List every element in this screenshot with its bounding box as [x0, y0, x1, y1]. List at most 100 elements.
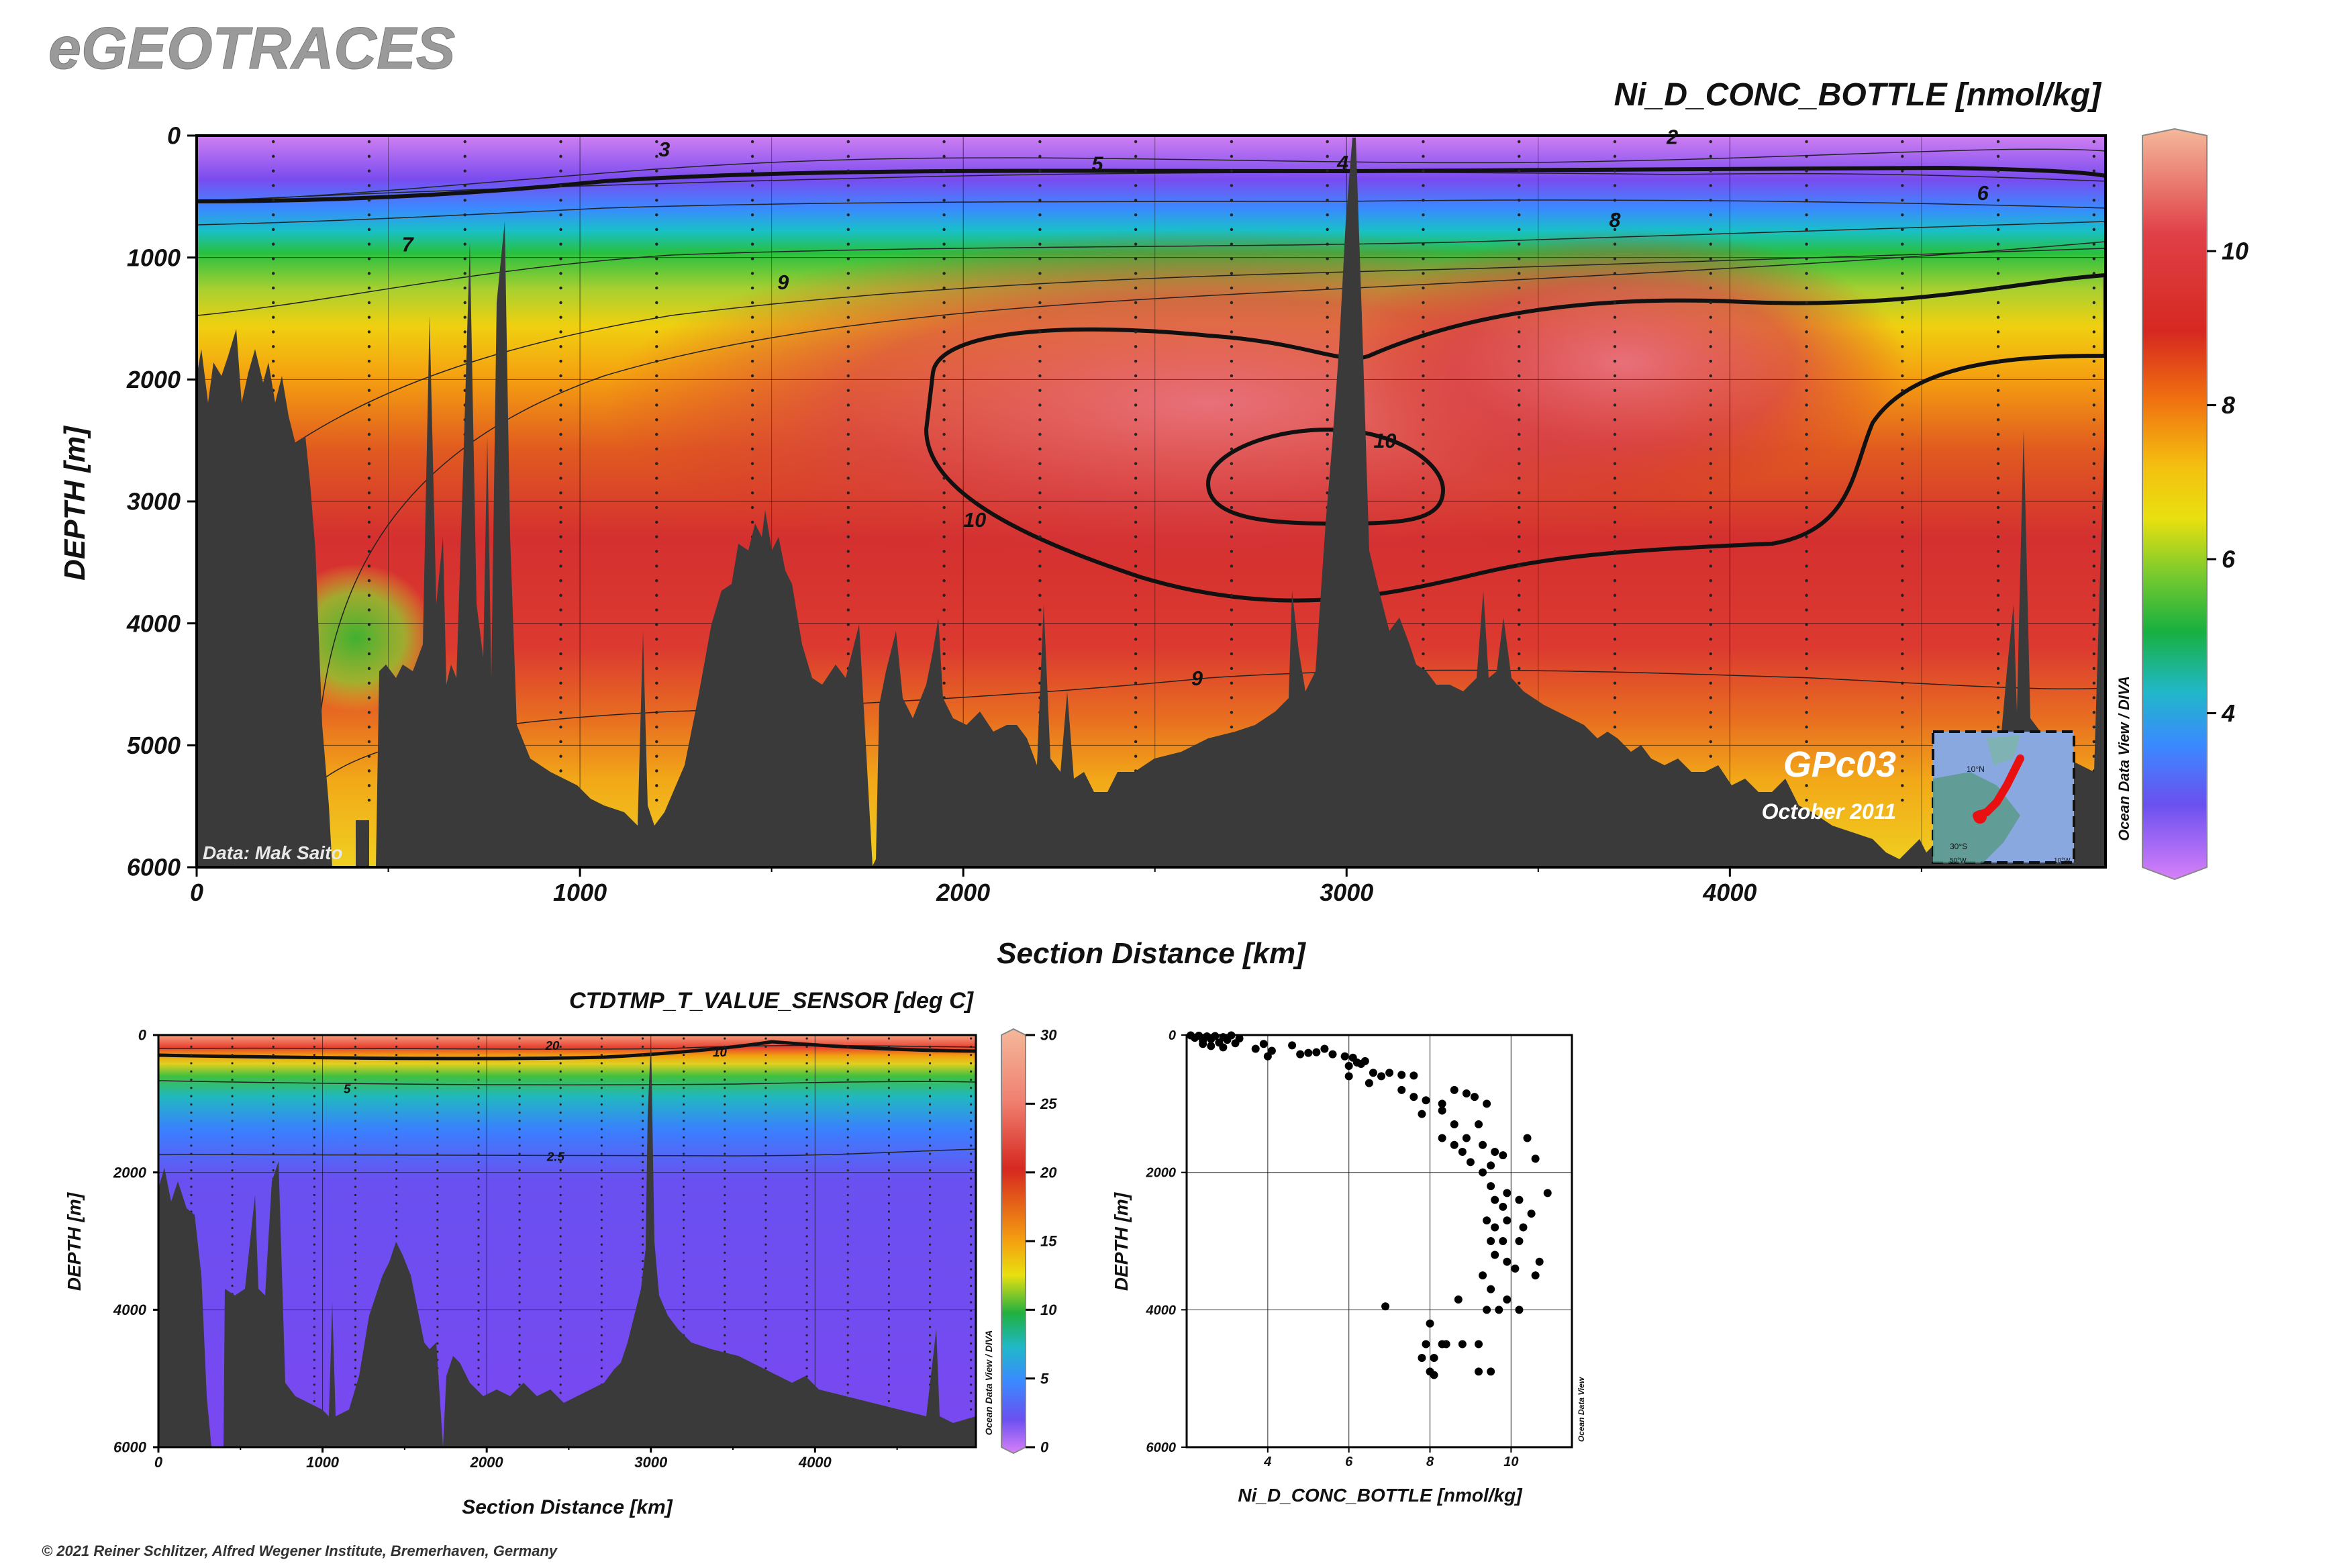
station-sample [463, 286, 466, 290]
station-sample [477, 1342, 480, 1345]
station-sample [970, 1342, 973, 1345]
station-sample [354, 1087, 357, 1089]
station-sample [354, 1318, 357, 1320]
cruise-track-map: 10°N 30°S 50°W 10°W [1932, 730, 2075, 865]
station-sample [1901, 242, 1904, 246]
station-sample [1422, 550, 1425, 553]
station-sample [367, 154, 371, 158]
station-sample [1613, 491, 1617, 495]
station-sample [641, 1251, 644, 1254]
station-sample [477, 1177, 480, 1180]
station-sample [1709, 711, 1712, 714]
station-sample [970, 1408, 973, 1411]
station-sample [272, 1087, 275, 1089]
station-sample [436, 1095, 439, 1097]
station-sample [231, 1078, 234, 1081]
station-sample [559, 374, 562, 378]
station-sample [1326, 432, 1329, 436]
station-sample [750, 213, 754, 217]
station-sample [436, 1268, 439, 1271]
station-sample [724, 1103, 726, 1106]
profile-point [1454, 1295, 1463, 1304]
station-sample [1901, 301, 1904, 305]
station-sample [1805, 242, 1808, 246]
station-sample [846, 623, 850, 626]
station-sample [1134, 667, 1138, 671]
station-sample [1422, 374, 1425, 378]
station-sample [942, 257, 946, 260]
profile-point [1422, 1096, 1430, 1105]
station-sample [367, 520, 371, 524]
station-sample [1134, 725, 1138, 729]
station-sample [518, 1136, 521, 1139]
station-sample [846, 213, 850, 217]
station-sample [1134, 374, 1138, 378]
station-sample [655, 345, 658, 348]
profile-point [1430, 1353, 1438, 1362]
station-sample [1134, 652, 1138, 656]
station-sample [354, 1120, 357, 1122]
station-sample [354, 1045, 357, 1048]
station-sample [313, 1326, 315, 1328]
station-sample [395, 1136, 398, 1139]
station-sample [655, 681, 658, 685]
station-sample [1996, 491, 2000, 495]
station-sample [559, 1062, 562, 1065]
station-sample [970, 1070, 973, 1073]
data-credit: Data: Mak Saito [203, 842, 343, 863]
station-sample [1038, 345, 1042, 348]
station-sample [2092, 140, 2096, 144]
station-sample [655, 228, 658, 232]
station-sample [477, 1062, 480, 1065]
station-sample [1805, 784, 1808, 787]
station-sample [272, 301, 275, 305]
station-sample [463, 272, 466, 275]
profile-point [1499, 1202, 1507, 1211]
station-sample [1996, 565, 2000, 568]
station-sample [1709, 315, 1712, 319]
station-sample [1996, 140, 2000, 144]
colorbar-tick-label: 10 [1040, 1302, 1057, 1318]
station-sample [190, 1161, 193, 1163]
station-sample [683, 1276, 685, 1279]
top-section-plot [197, 136, 2106, 867]
station-sample [1901, 579, 1904, 583]
station-sample [1709, 199, 1712, 202]
profile-point [1251, 1044, 1260, 1053]
profile-x-axis-title: Ni_D_CONC_BOTTLE [nmol/kg] [1238, 1485, 1523, 1506]
station-sample [436, 1078, 439, 1081]
station-sample [354, 1375, 357, 1378]
station-sample [272, 1169, 275, 1172]
station-sample [559, 1309, 562, 1312]
y-tick-label: 0 [138, 1027, 147, 1044]
station-sample [600, 1351, 603, 1353]
profile-point [1385, 1069, 1394, 1077]
station-sample [559, 1193, 562, 1197]
station-sample [600, 1193, 603, 1197]
station-sample [1709, 579, 1712, 583]
station-sample [655, 623, 658, 626]
map-label-30s: 30°S [1950, 842, 1967, 851]
station-sample [1230, 242, 1234, 246]
station-sample [272, 1078, 275, 1081]
contour-label: 20 [545, 1038, 560, 1052]
station-sample [805, 1087, 808, 1089]
station-sample [436, 1342, 439, 1345]
station-sample [477, 1235, 480, 1238]
station-sample [1709, 477, 1712, 480]
station-sample [846, 169, 850, 173]
station-sample [463, 257, 466, 260]
station-sample [683, 1120, 685, 1122]
station-sample [436, 1301, 439, 1304]
station-sample [1996, 286, 2000, 290]
station-sample [436, 1243, 439, 1246]
station-sample [1709, 345, 1712, 348]
station-sample [2092, 550, 2096, 553]
station-sample [683, 1144, 685, 1147]
x-tick-label: 4000 [798, 1454, 832, 1471]
station-sample [970, 1235, 973, 1238]
station-sample [1709, 242, 1712, 246]
temp-field [158, 1035, 976, 1447]
station-sample [942, 579, 946, 583]
station-sample [1518, 550, 1521, 553]
